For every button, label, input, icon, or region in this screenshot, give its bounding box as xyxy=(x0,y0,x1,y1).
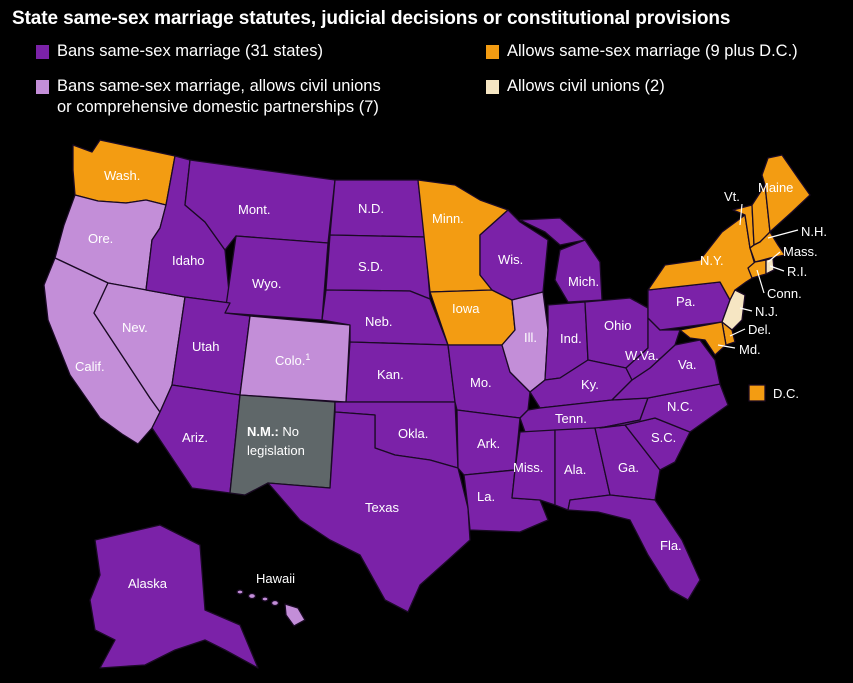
label-wv: W.Va. xyxy=(625,348,659,363)
label-ak: Alaska xyxy=(128,576,168,591)
label-nm-rest: No xyxy=(279,424,299,439)
state-hi xyxy=(236,589,306,627)
label-ms: Miss. xyxy=(513,460,543,475)
label-ar: Ark. xyxy=(477,436,500,451)
label-tx: Texas xyxy=(365,500,399,515)
label-co: Colo.1 xyxy=(275,352,310,368)
label-ia: Iowa xyxy=(452,301,480,316)
label-tn: Tenn. xyxy=(555,411,587,426)
state-ak xyxy=(89,524,259,669)
label-md: Md. xyxy=(739,342,761,357)
state-me xyxy=(761,154,811,233)
legend-label-ban: Bans same-sex marriage (31 states) xyxy=(57,42,323,60)
label-ks: Kan. xyxy=(377,367,404,382)
label-ky: Ky. xyxy=(581,377,599,392)
label-or: Ore. xyxy=(88,231,113,246)
legend-item-ban-civil: Bans same-sex marriage, allows civil uni… xyxy=(36,76,381,118)
label-nc: N.C. xyxy=(667,399,693,414)
label-ma: Mass. xyxy=(783,244,818,259)
legend-item-civil-unions: Allows civil unions (2) xyxy=(486,76,665,97)
label-ny: N.Y. xyxy=(700,253,724,268)
label-mt: Mont. xyxy=(238,202,271,217)
label-nv: Nev. xyxy=(122,320,148,335)
label-sd: S.D. xyxy=(358,259,383,274)
legend-swatch-ban-civil xyxy=(36,80,49,94)
label-nd: N.D. xyxy=(358,201,384,216)
legend-label-ban-civil-line1: Bans same-sex marriage, allows civil uni… xyxy=(57,77,381,95)
label-mn: Minn. xyxy=(432,211,464,226)
label-me: Maine xyxy=(758,180,793,195)
label-ca: Calif. xyxy=(75,359,105,374)
state-fl xyxy=(567,494,701,601)
label-nh: N.H. xyxy=(801,224,827,239)
label-ga: Ga. xyxy=(618,460,639,475)
legend-swatch-allows xyxy=(486,45,499,59)
label-va: Va. xyxy=(678,357,697,372)
label-nm-line1: N.M.: No xyxy=(247,424,299,439)
legend-label-civil-unions: Allows civil unions (2) xyxy=(507,77,665,95)
legend-item-allows: Allows same-sex marriage (9 plus D.C.) xyxy=(486,41,798,62)
label-az: Ariz. xyxy=(182,430,208,445)
label-il: Ill. xyxy=(524,330,537,345)
label-sc: S.C. xyxy=(651,430,676,445)
label-vt: Vt. xyxy=(724,189,740,204)
state-dc xyxy=(748,384,766,402)
label-id: Idaho xyxy=(172,253,205,268)
legend-label-ban-civil-line2: or comprehensive domestic partnerships (… xyxy=(57,98,379,116)
label-wa: Wash. xyxy=(104,168,140,183)
label-ok: Okla. xyxy=(398,426,428,441)
label-al: Ala. xyxy=(564,462,586,477)
label-co-note: 1 xyxy=(305,352,310,362)
legend-swatch-ban xyxy=(36,45,49,59)
label-nm-line2: legislation xyxy=(247,443,305,458)
legend-swatch-civil-unions xyxy=(486,80,499,94)
label-oh: Ohio xyxy=(604,318,631,333)
label-mo: Mo. xyxy=(470,375,492,390)
label-ut: Utah xyxy=(192,339,219,354)
label-wy: Wyo. xyxy=(252,276,282,291)
label-co-name: Colo. xyxy=(275,353,305,368)
label-de: Del. xyxy=(748,322,771,337)
label-nj: N.J. xyxy=(755,304,778,319)
label-wi: Wis. xyxy=(498,252,523,267)
label-mi: Mich. xyxy=(568,274,599,289)
leader-lines xyxy=(717,203,799,349)
legend-label-allows: Allows same-sex marriage (9 plus D.C.) xyxy=(507,42,798,60)
label-ne: Neb. xyxy=(365,314,392,329)
label-ri: R.I. xyxy=(787,264,807,279)
state-tx xyxy=(267,411,471,613)
label-ct: Conn. xyxy=(767,286,802,301)
label-in: Ind. xyxy=(560,331,582,346)
state-md xyxy=(679,321,727,356)
label-fl: Fla. xyxy=(660,538,682,553)
label-la: La. xyxy=(477,489,495,504)
label-dc: D.C. xyxy=(773,386,799,401)
label-hi: Hawaii xyxy=(256,571,295,586)
legend-item-ban: Bans same-sex marriage (31 states) xyxy=(36,41,323,62)
map-title: State same-sex marriage statutes, judici… xyxy=(12,8,731,29)
label-pa: Pa. xyxy=(676,294,696,309)
label-nm-bold: N.M.: xyxy=(247,424,279,439)
